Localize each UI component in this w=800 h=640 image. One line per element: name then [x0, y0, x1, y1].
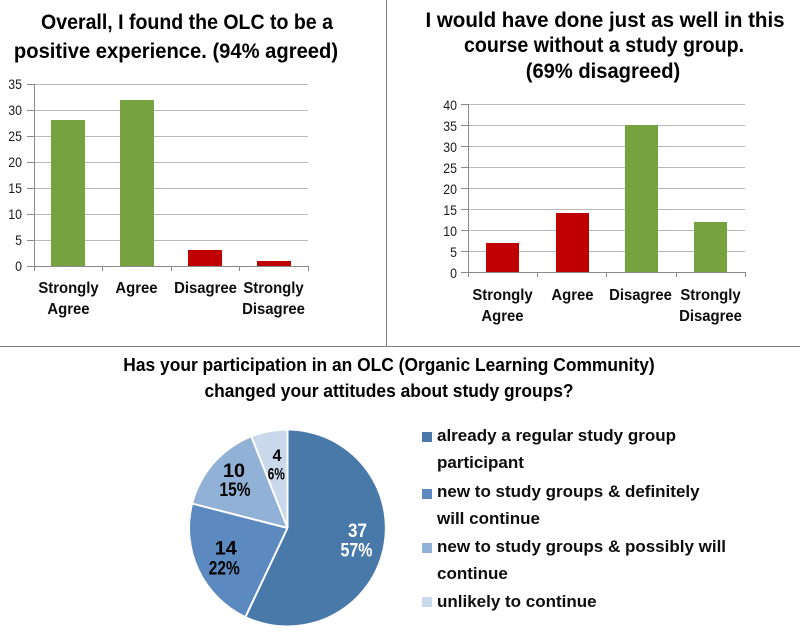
svg-text:10: 10: [223, 460, 245, 482]
svg-text:6%: 6%: [268, 465, 285, 484]
svg-text:14: 14: [215, 538, 237, 560]
svg-text:4: 4: [273, 446, 283, 465]
svg-text:37: 37: [348, 520, 367, 542]
svg-text:57%: 57%: [341, 540, 373, 562]
svg-text:15%: 15%: [220, 479, 251, 501]
svg-text:22%: 22%: [209, 558, 240, 580]
